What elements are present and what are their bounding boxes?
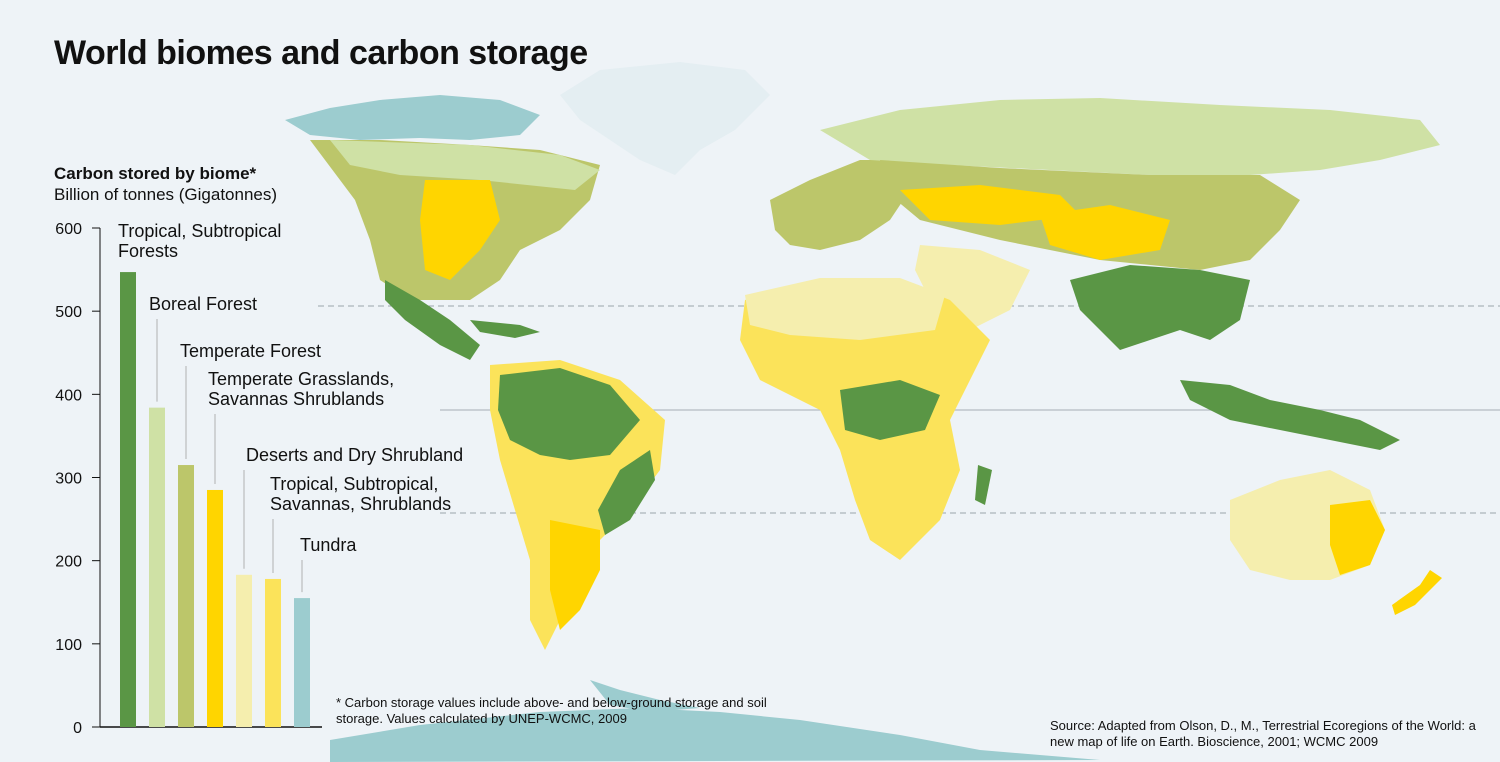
australia-east [1330,500,1385,575]
footnote: * Carbon storage values include above- a… [336,695,767,726]
mongolia-steppe [1040,205,1170,260]
bar-3 [178,465,194,727]
bar-label-1: Tropical, Subtropical [118,221,281,241]
bar-label-4: Temperate Grasslands, [208,369,394,389]
bar-4 [207,489,223,727]
madagascar [975,465,992,505]
new-zealand [1392,570,1442,615]
y-tick-label: 300 [55,471,82,488]
source-note: Source: Adapted from Olson, D., M., Terr… [1050,718,1476,749]
antarctica [330,708,1100,762]
y-tick-label: 200 [55,554,82,571]
bar-label-1: Forests [118,241,178,261]
antarctic-peninsula [590,680,700,712]
bar-label-2: Boreal Forest [149,294,257,314]
bar-label-5: Deserts and Dry Shrubland [246,445,463,465]
y-tick-label: 600 [55,221,82,238]
bar-1 [120,272,136,727]
bar-5 [236,574,252,727]
y-tick-label: 400 [55,387,82,404]
chart-title: Carbon stored by biome* [54,164,257,183]
bar-label-3: Temperate Forest [180,341,321,361]
indonesia [1180,380,1400,450]
greenland [560,62,770,175]
central-asia-steppe [900,185,1080,225]
north-america-boreal [330,140,600,190]
bar-2 [149,407,165,727]
y-tick-label: 500 [55,304,82,321]
bar-7 [294,598,310,727]
bar-label-6: Savannas, Shrublands [270,494,451,514]
central-america [385,280,480,360]
arctic-archipelago [285,95,540,140]
bar-label-4: Savannas Shrublands [208,389,384,409]
atlantic-forest [598,450,655,535]
siberia-boreal [820,98,1440,175]
south-asia-forest [1070,265,1250,350]
y-tick-label: 100 [55,637,82,654]
great-plains [420,180,500,280]
page-title: World biomes and carbon storage [54,34,588,72]
congo-forest [840,380,940,440]
chart-subtitle: Billion of tonnes (Gigatonnes) [54,185,278,204]
pampas [550,520,600,630]
bar-label-7: Tundra [300,535,357,555]
bar-label-6: Tropical, Subtropical, [270,474,438,494]
amazon-forest [498,368,640,460]
bar-6 [265,578,281,727]
sahara [745,278,945,340]
y-tick-label: 0 [73,720,82,737]
europe [770,160,910,250]
caribbean [470,320,540,338]
